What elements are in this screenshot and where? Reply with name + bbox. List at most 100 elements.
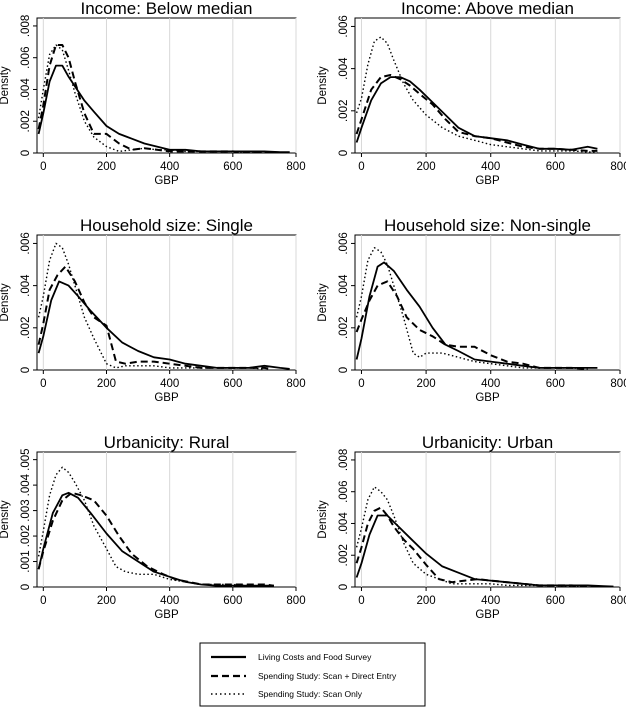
panel-5: Urbanicity: Rural 0 200 400 600 800 0 .001 .002.… <box>0 433 306 621</box>
x-tick-label: 200 <box>97 378 116 390</box>
y-axis-label: Density <box>317 500 329 539</box>
x-tick-label: 600 <box>223 378 242 390</box>
x-tick-label: 800 <box>286 595 305 607</box>
y-tick-label: .006 <box>20 47 32 69</box>
x-tick-label: 200 <box>417 378 436 390</box>
plot-frame <box>36 234 297 371</box>
y-axis-label: Density <box>317 66 329 105</box>
x-axis-label: GBP <box>154 392 179 404</box>
series-line-solid <box>355 514 614 588</box>
plot-frame <box>36 451 297 588</box>
y-tick-label: .008 <box>20 15 32 37</box>
y-tick-label: .002 <box>20 317 32 339</box>
y-tick-label: .002 <box>338 544 350 566</box>
x-tick-label: 800 <box>610 161 626 173</box>
x-tick-label: 400 <box>160 161 179 173</box>
y-tick-label: .002 <box>338 100 350 122</box>
series-line-dot <box>355 36 598 154</box>
y-tick-label: .008 <box>338 449 350 471</box>
y-tick-label: .004 <box>338 274 350 297</box>
y-tick-label: 0 <box>338 584 350 590</box>
x-tick-label: 400 <box>160 595 179 607</box>
series-line-dash <box>37 265 271 370</box>
series-line-dot <box>355 486 588 588</box>
panel-title: Urbanicity: Urban <box>422 433 553 452</box>
y-tick-label: .001 <box>20 550 32 572</box>
x-axis-label: GBP <box>154 175 179 187</box>
y-tick-label: .006 <box>338 232 350 254</box>
y-tick-label: .002 <box>20 525 32 547</box>
x-axis-label: GBP <box>475 609 500 621</box>
panel-2: Income: Above median 0 200 400 600 800 0 .002 .0… <box>317 0 626 187</box>
y-tick-label: .004 <box>20 473 32 496</box>
series-line-solid <box>37 491 274 587</box>
legend-box <box>199 642 426 707</box>
series-line-dash <box>355 506 604 588</box>
series-line-solid <box>355 261 598 369</box>
x-tick-label: 800 <box>610 378 626 390</box>
x-tick-label: 200 <box>417 595 436 607</box>
plot-frame <box>354 234 621 371</box>
series-line-dash <box>37 491 275 587</box>
x-tick-label: 0 <box>358 161 364 173</box>
y-tick-label: .006 <box>338 481 350 503</box>
y-tick-label: 0 <box>20 367 32 373</box>
x-tick-label: 200 <box>97 161 116 173</box>
panel-1: Income: Below median 0 200 400 600 800 0 .002 .0… <box>0 0 306 187</box>
y-tick-label: .003 <box>20 499 32 521</box>
panel-title: Household size: Single <box>80 216 253 235</box>
x-tick-label: 0 <box>40 595 46 607</box>
panel-title: Household size: Non-single <box>384 216 591 235</box>
x-tick-label: 800 <box>610 595 626 607</box>
series-line-dash <box>355 74 598 152</box>
x-tick-label: 800 <box>286 161 305 173</box>
y-tick-label: .002 <box>20 110 32 132</box>
x-tick-label: 600 <box>546 378 565 390</box>
y-tick-label: .006 <box>338 15 350 37</box>
y-tick-label: .002 <box>338 317 350 339</box>
series-line-solid <box>355 76 598 151</box>
panel-3: Household size: Single 0 200 400 600 800 0 .002… <box>0 216 306 404</box>
plot-frame <box>354 17 621 154</box>
y-tick-label: .005 <box>20 448 32 470</box>
panel-6: Urbanicity: Urban 0 200 400 600 800 0 .002 .004.… <box>317 433 626 621</box>
y-tick-label: .004 <box>20 274 32 297</box>
x-tick-label: 400 <box>481 378 500 390</box>
y-tick-label: .004 <box>338 57 350 80</box>
series-line-dash <box>355 280 588 370</box>
x-tick-label: 600 <box>546 595 565 607</box>
x-tick-label: 800 <box>286 378 305 390</box>
legend-label-scan-only: Spending Study: Scan Only <box>258 689 363 699</box>
y-tick-label: 0 <box>338 367 350 373</box>
panels: Income: Below median 0 200 400 600 800 0 .002 .0… <box>0 0 626 621</box>
series-line-dot <box>37 44 265 154</box>
x-tick-label: 400 <box>481 161 500 173</box>
x-tick-label: 600 <box>546 161 565 173</box>
y-axis-label: Density <box>0 500 11 539</box>
panel-title: Income: Below median <box>81 0 253 18</box>
panel-title: Income: Above median <box>401 0 574 18</box>
y-tick-label: 0 <box>338 150 350 156</box>
plot-frame <box>354 451 621 588</box>
x-axis-label: GBP <box>154 609 179 621</box>
y-axis-label: Density <box>0 66 11 105</box>
x-tick-label: 200 <box>417 161 436 173</box>
legend: Living Costs and Food Survey Spending St… <box>199 642 426 707</box>
x-tick-label: 0 <box>40 161 46 173</box>
x-tick-label: 600 <box>223 595 242 607</box>
panel-4: Household size: Non-single 0 200 400 600 800 0… <box>317 216 626 404</box>
x-tick-label: 0 <box>358 378 364 390</box>
panel-title: Urbanicity: Rural <box>104 433 230 452</box>
x-tick-label: 0 <box>358 595 364 607</box>
x-tick-label: 0 <box>40 378 46 390</box>
y-tick-label: .004 <box>20 78 32 101</box>
x-tick-label: 200 <box>97 595 116 607</box>
legend-label-lcf: Living Costs and Food Survey <box>258 652 372 662</box>
series-line-dot <box>355 246 588 370</box>
x-tick-label: 400 <box>160 378 179 390</box>
y-tick-label: .004 <box>338 512 350 535</box>
y-tick-label: .006 <box>20 232 32 254</box>
x-tick-label: 600 <box>223 161 242 173</box>
series-line-dot <box>37 242 265 370</box>
